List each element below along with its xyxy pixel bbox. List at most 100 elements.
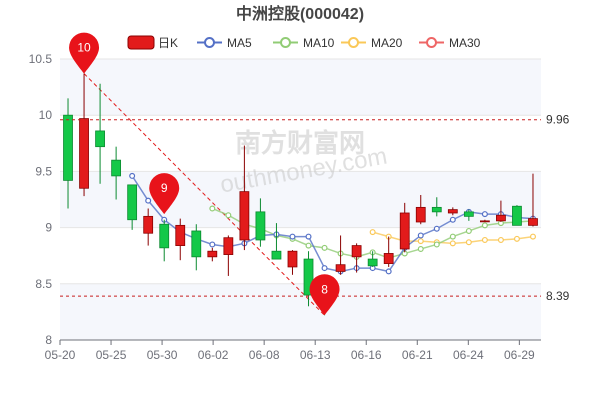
ma20-point bbox=[513, 235, 520, 242]
x-tick-label: 05-20 bbox=[45, 348, 76, 362]
legend-item-ma30[interactable]: MA30 bbox=[419, 36, 481, 50]
marker-label: 9 bbox=[161, 181, 168, 195]
legend-point-swatch bbox=[348, 37, 359, 48]
ma10-point bbox=[449, 233, 456, 240]
x-tick-label: 05-30 bbox=[147, 348, 178, 362]
ma20-point bbox=[369, 229, 376, 236]
x-tick-label: 06-29 bbox=[504, 348, 535, 362]
candle-body bbox=[351, 245, 362, 258]
ma5-point bbox=[481, 211, 488, 218]
candle-body bbox=[415, 206, 426, 223]
ma5-point bbox=[449, 216, 456, 223]
grid-band bbox=[60, 171, 541, 228]
candle-body bbox=[111, 159, 122, 177]
candle-body bbox=[175, 224, 186, 246]
candle-body bbox=[496, 214, 506, 222]
legend-point-swatch bbox=[280, 37, 291, 48]
legend[interactable]: 日K MA5 MA10 MA20 MA30 bbox=[127, 35, 481, 50]
ma20-point bbox=[417, 238, 424, 245]
x-tick-label: 06-24 bbox=[453, 348, 484, 362]
ma20-point bbox=[481, 236, 488, 243]
legend-item-ma20[interactable]: MA20 bbox=[341, 36, 403, 50]
x-tick-label: 05-25 bbox=[96, 348, 127, 362]
extreme-markers: 10 9 8 bbox=[69, 32, 340, 316]
candle-body bbox=[512, 205, 522, 226]
legend-item-ma10[interactable]: MA10 bbox=[273, 36, 335, 50]
ma5-point bbox=[289, 233, 296, 240]
ma20-point bbox=[449, 240, 456, 247]
reference-lines: 9.96 8.39 bbox=[60, 113, 570, 303]
candle-body bbox=[143, 215, 154, 234]
grid bbox=[60, 58, 541, 341]
candle-body bbox=[399, 212, 410, 250]
candle-body bbox=[367, 258, 378, 267]
candle-body bbox=[239, 191, 250, 241]
candle-body bbox=[383, 253, 394, 264]
candle-body bbox=[303, 258, 314, 296]
y-tick-label: 9 bbox=[45, 221, 52, 235]
ma10-point bbox=[465, 227, 472, 234]
ma10-point bbox=[225, 212, 232, 219]
legend-label: MA30 bbox=[449, 36, 481, 50]
ma20-point bbox=[529, 233, 536, 240]
ma10-point bbox=[305, 242, 312, 249]
legend-point-swatch bbox=[426, 37, 437, 48]
y-tick-label: 8 bbox=[45, 333, 52, 347]
ma5-point bbox=[433, 225, 440, 232]
grid-band bbox=[60, 59, 541, 116]
ma5-point bbox=[129, 172, 136, 179]
y-tick-label: 10 bbox=[39, 108, 53, 122]
y-tick-label: 10.5 bbox=[29, 52, 53, 66]
watermark-main: 南方财富网 bbox=[235, 128, 365, 158]
legend-label: 日K bbox=[158, 36, 178, 50]
axes: 8 8.5 9 9.5 10 10.5 05-20 05-25 05-30 06-02 06-08 0… bbox=[29, 52, 541, 362]
ma5-point bbox=[305, 233, 312, 240]
ma5-point bbox=[417, 232, 424, 239]
candle-body bbox=[223, 237, 234, 255]
ma5-point bbox=[385, 268, 392, 275]
legend-item-ma5[interactable]: MA5 bbox=[197, 36, 252, 50]
candle-body bbox=[463, 211, 474, 217]
candle-body bbox=[63, 114, 73, 181]
legend-label: MA5 bbox=[227, 36, 252, 50]
legend-point-swatch bbox=[204, 37, 215, 48]
legend-item-日k[interactable]: 日K bbox=[127, 35, 178, 50]
x-tick-label: 06-16 bbox=[351, 348, 382, 362]
marker-pin bbox=[149, 173, 180, 215]
y-tick-label: 8.5 bbox=[35, 277, 52, 291]
ma10-point bbox=[433, 241, 440, 248]
trend-line bbox=[83, 73, 325, 316]
ma5-point bbox=[145, 197, 152, 204]
candle-body bbox=[271, 250, 282, 260]
ma10-point bbox=[417, 245, 424, 252]
reference-line-label: 9.96 bbox=[546, 113, 570, 127]
candle-body bbox=[159, 223, 170, 249]
legend-candle-swatch bbox=[127, 35, 155, 50]
candle-body bbox=[528, 218, 538, 226]
candle-body bbox=[79, 118, 89, 189]
marker-label: 8 bbox=[321, 282, 328, 296]
legend-label: MA20 bbox=[371, 36, 403, 50]
trend-dashed-line bbox=[83, 73, 325, 316]
ma5-point bbox=[321, 265, 328, 272]
grid-band bbox=[60, 283, 541, 340]
marker-label: 10 bbox=[77, 41, 91, 55]
candle-body bbox=[207, 250, 218, 258]
ma10-point bbox=[209, 205, 216, 212]
ma10-point bbox=[481, 222, 488, 229]
x-tick-label: 06-13 bbox=[300, 348, 331, 362]
chart-title: 中洲控股(000042) bbox=[236, 4, 364, 23]
x-tick-label: 06-21 bbox=[402, 348, 433, 362]
candle-body bbox=[95, 130, 105, 148]
candle-body bbox=[447, 209, 458, 214]
candle-body bbox=[479, 220, 490, 223]
x-tick-label: 06-02 bbox=[198, 348, 229, 362]
reference-line-label: 8.39 bbox=[546, 289, 570, 303]
ma20-point bbox=[497, 236, 504, 243]
ma5-point bbox=[209, 241, 216, 248]
candle-body bbox=[431, 206, 442, 213]
x-tick-label: 06-08 bbox=[249, 348, 280, 362]
candle-body bbox=[335, 264, 346, 272]
